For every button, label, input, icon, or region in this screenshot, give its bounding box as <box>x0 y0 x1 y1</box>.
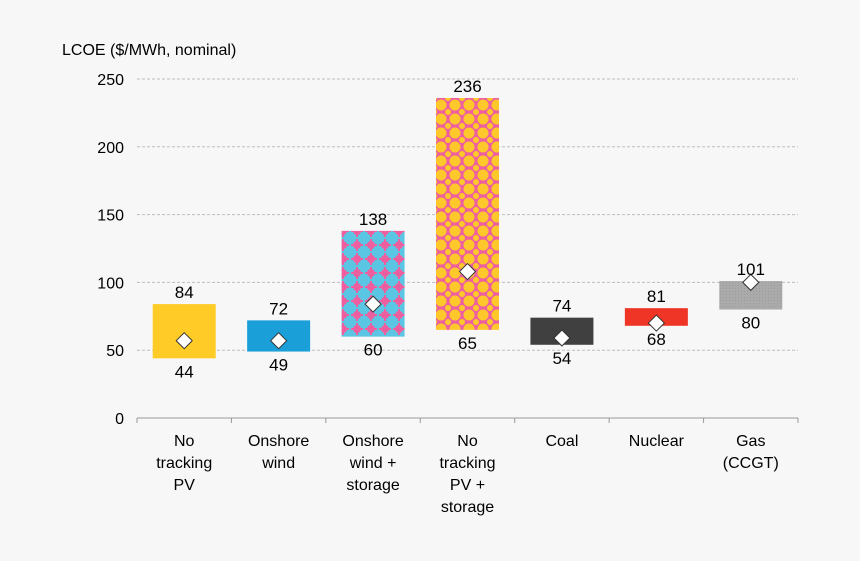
category-label-line: Gas <box>736 433 765 450</box>
category-label-line: wind + <box>349 455 397 472</box>
low-value-label: 68 <box>647 330 666 349</box>
midpoint-diamond <box>364 295 382 313</box>
category-label: Gas (CCGT) <box>723 433 779 472</box>
range-bar <box>152 304 216 359</box>
category-label-line: No <box>174 433 195 450</box>
y-tick-label: 200 <box>97 140 124 157</box>
category-label: No tracking PV <box>156 433 212 494</box>
category-label-line: (CCGT) <box>723 455 779 472</box>
category-label-line: Onshore <box>342 433 403 450</box>
category-label: No tracking PV + storage <box>439 433 495 516</box>
low-value-label: 44 <box>175 362 194 381</box>
high-value-label: 81 <box>647 287 666 306</box>
category-label-line: tracking <box>156 455 212 472</box>
range-bar <box>341 230 405 337</box>
high-value-label: 138 <box>359 210 387 229</box>
low-value-label: 60 <box>364 341 383 360</box>
midpoint-diamond <box>553 329 571 347</box>
high-value-label: 84 <box>175 283 194 302</box>
category-label-line: storage <box>346 477 399 494</box>
category-label-line: tracking <box>439 455 495 472</box>
category-label: Onshore wind <box>248 433 309 472</box>
high-value-label: 101 <box>737 260 765 279</box>
category-label-line: PV <box>174 477 196 494</box>
category-label-line: Coal <box>545 433 578 450</box>
y-tick-label: 100 <box>97 275 124 292</box>
category-label-line: No <box>457 433 478 450</box>
high-value-label: 72 <box>269 299 288 318</box>
high-value-label: 74 <box>552 297 571 316</box>
midpoint-diamond <box>742 273 760 292</box>
category-label: Coal <box>545 433 578 450</box>
midpoint-diamond <box>269 332 288 350</box>
midpoint-diamond <box>175 332 193 350</box>
category-label-line: wind <box>261 455 295 472</box>
midpoint-diamond <box>647 314 666 332</box>
range-bar <box>436 97 499 330</box>
y-tick-label: 150 <box>97 208 124 225</box>
category-label-line: Nuclear <box>629 433 685 450</box>
high-value-label: 236 <box>453 77 481 96</box>
low-value-label: 54 <box>552 349 571 368</box>
category-label-line: storage <box>441 499 494 516</box>
y-tick-label: 250 <box>97 72 124 89</box>
category-label: Onshore wind + storage <box>342 433 403 494</box>
low-value-label: 65 <box>458 334 477 353</box>
category-label-line: Onshore <box>248 433 309 450</box>
y-tick-label: 50 <box>106 343 124 360</box>
category-label: Nuclear <box>629 433 685 450</box>
y-axis-title: LCOE ($/MWh, nominal) <box>62 42 236 59</box>
midpoint-diamond <box>458 262 477 281</box>
category-label-line: PV + <box>450 477 485 494</box>
low-value-label: 49 <box>269 356 288 375</box>
low-value-label: 80 <box>741 314 760 333</box>
y-tick-label: 0 <box>115 411 124 428</box>
